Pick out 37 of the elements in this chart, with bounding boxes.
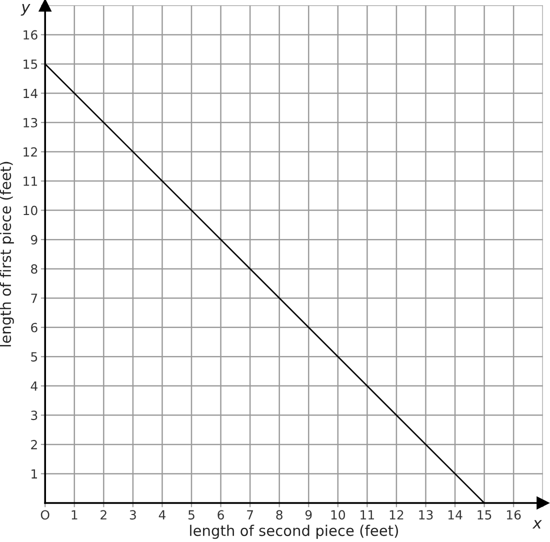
y-tick-label: 7	[31, 294, 38, 303]
text: y	[20, 4, 30, 16]
x-tick-label: 4	[158, 510, 166, 520]
y-tick-label: 16	[24, 30, 38, 40]
x-axis-title: length of second piece (feet)	[190, 524, 398, 539]
y-tick-label: 9	[30, 235, 38, 244]
x-tick-label: 8	[276, 510, 282, 520]
x-tick-label: 6	[218, 510, 224, 520]
y-tick-label: 1	[32, 469, 37, 478]
text: x	[532, 520, 542, 528]
x-tick-label: 1	[72, 510, 78, 520]
x-tick-label: 14	[448, 510, 462, 520]
x-tick-label: 5	[188, 510, 194, 520]
x-tick-label: O	[40, 510, 50, 520]
x-tick-label: 13	[419, 510, 433, 520]
x-tick-label: 15	[478, 510, 492, 520]
y-tick-label: 14	[24, 88, 38, 98]
x-tick-label: 2	[100, 510, 106, 520]
x-tick-label: 11	[360, 510, 374, 520]
y-tick-label: 15	[24, 60, 38, 69]
y-tick-label: 6	[31, 322, 38, 332]
y-tick-label: 3	[31, 410, 38, 420]
x-tick-label: 12	[390, 510, 404, 520]
y-tick-label: 2	[31, 440, 37, 450]
y-axis-title: length of first piece (feet)	[0, 162, 14, 346]
y-tick-label: 8	[31, 264, 38, 274]
x-tick-label: 10	[331, 510, 346, 520]
x-tick-label: 3	[130, 510, 136, 520]
y-tick-label: 12	[24, 147, 37, 157]
y-tick-label: 11	[24, 176, 37, 186]
x-tick-label: 7	[247, 510, 253, 520]
y-tick-label: 13	[24, 118, 38, 128]
y-tick-label: 5	[31, 352, 38, 362]
x-tick-label: 16	[506, 510, 521, 520]
y-tick-label: 10	[24, 206, 38, 216]
x-tick-label: 9	[305, 510, 312, 520]
y-tick-label: 4	[30, 382, 38, 391]
